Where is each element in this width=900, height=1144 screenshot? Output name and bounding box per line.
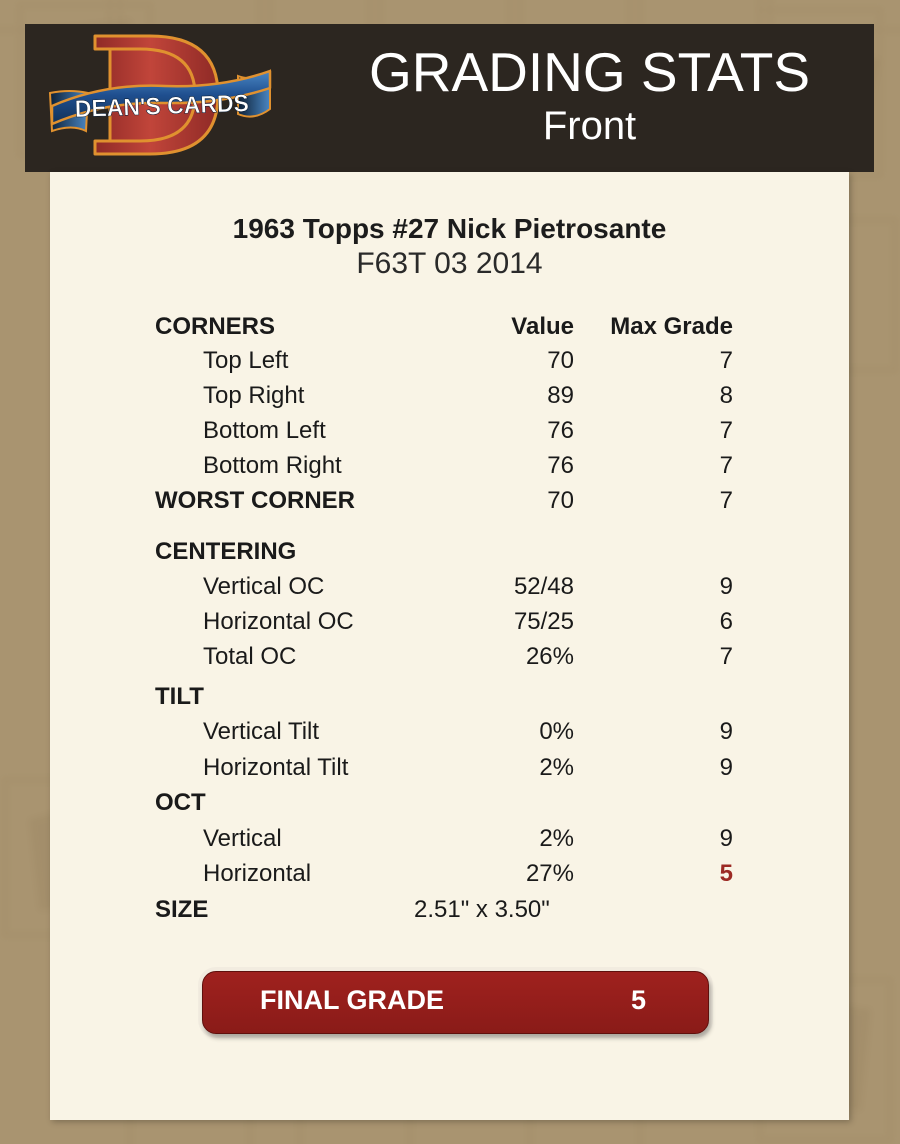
svg-text:DEAN'S CARDS: DEAN'S CARDS — [74, 90, 249, 123]
